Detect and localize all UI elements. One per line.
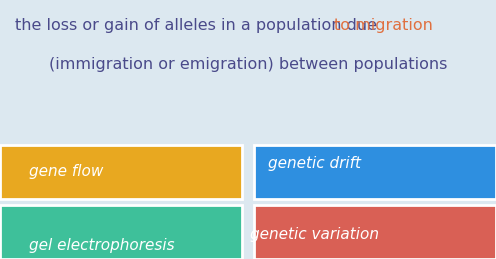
Text: gel electrophoresis: gel electrophoresis <box>29 238 175 253</box>
Text: gene flow: gene flow <box>29 164 103 179</box>
FancyBboxPatch shape <box>0 205 242 259</box>
Text: genetic drift: genetic drift <box>268 156 361 171</box>
Text: the loss or gain of alleles in a population due: the loss or gain of alleles in a populat… <box>15 18 382 33</box>
FancyBboxPatch shape <box>254 145 496 199</box>
Text: (immigration or emigration) between populations: (immigration or emigration) between popu… <box>49 57 447 72</box>
FancyBboxPatch shape <box>254 205 496 259</box>
FancyBboxPatch shape <box>0 145 242 199</box>
Text: to migration: to migration <box>334 18 433 33</box>
Text: genetic variation: genetic variation <box>250 227 379 242</box>
